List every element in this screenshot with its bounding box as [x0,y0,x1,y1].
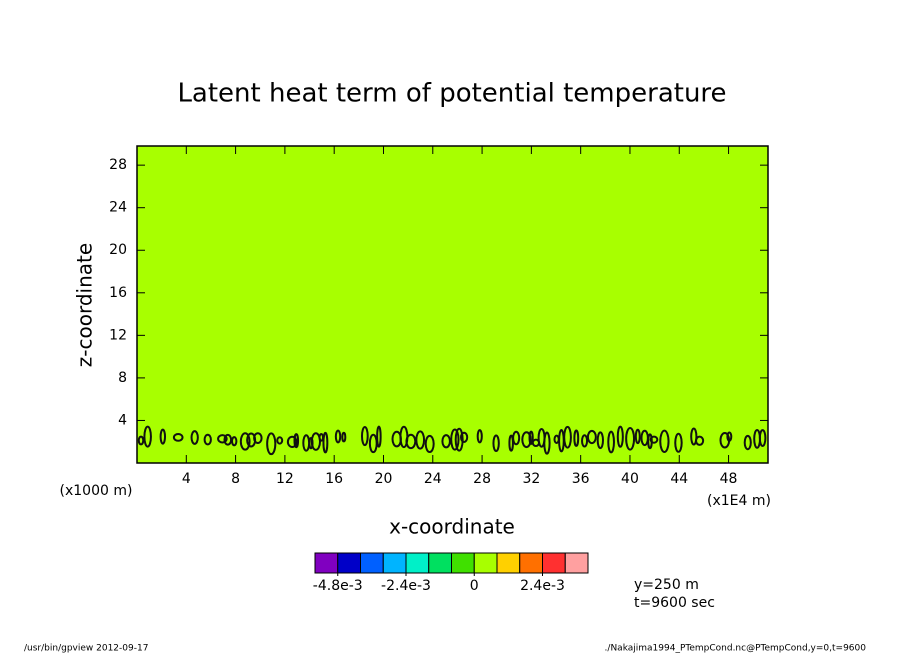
colorbar-box [428,552,452,574]
contour-line [253,432,263,445]
contour-line [743,434,752,451]
colorbar-box [337,552,361,574]
y-tick-label: 4 [118,412,127,428]
x-tick-label: 16 [325,471,343,487]
y-tick-label: 28 [109,157,127,173]
contour-line [341,431,347,443]
colorbar-box [451,552,475,574]
contour-line [625,426,636,451]
x-tick-label: 20 [375,471,393,487]
contour-line [460,431,469,443]
x-tick-label: 32 [522,471,540,487]
contour-line [159,428,167,445]
x-unit: (x1E4 m) [707,493,771,509]
contour-line [695,435,705,446]
contour-line [231,436,238,447]
contour-line [758,429,767,447]
annotation: y=250 m [634,577,699,593]
colorbar-box [564,552,589,574]
field-fill [137,146,768,463]
contour-line [276,436,284,445]
contour-line [143,425,152,448]
contour-line [450,428,460,451]
contour-line [360,426,369,447]
contour-line [543,431,551,455]
contour-line [266,432,277,456]
colorbar-box [314,552,339,574]
colorbar-box [519,552,543,574]
x-tick-label: 8 [231,471,240,487]
contour-line [586,429,597,445]
contour-line [492,434,500,453]
contour-line [223,433,233,446]
contour-line [190,430,199,445]
contour-line [203,433,212,446]
colorbar-label: 0 [470,578,479,594]
contour-line [563,425,572,449]
contour-line [334,429,342,444]
contour-line [376,425,382,448]
contour-line [581,434,589,448]
contour-line [508,434,514,452]
contour-line [293,433,300,449]
contour-line [172,433,184,442]
y-tick-label: 8 [118,370,127,386]
footer: ./Nakajima1994_PTempCond.nc@PTempCond,y=… [605,644,867,654]
contour-line [607,430,615,454]
contour-line [616,425,624,448]
contour-line [405,433,417,450]
colorbar-label: -2.4e-3 [381,578,431,594]
y-unit: (x1000 m) [60,483,133,499]
contour-line [674,432,683,453]
contour-line [528,430,534,445]
contour-line [659,429,670,454]
x-tick-label: 28 [473,471,491,487]
colorbar-box [496,552,521,574]
colorbar-label: -4.8e-3 [313,578,363,594]
y-axis-label: z-coordinate [73,243,97,367]
contour-line [415,430,426,450]
contour-line [726,431,733,442]
y-tick-label: 24 [109,200,127,216]
contour-line [239,432,251,451]
contour-line [573,429,580,447]
colorbar-box [382,552,407,574]
colorbar-box [360,552,384,574]
chart-title: Latent heat term of potential temperatur… [177,79,726,109]
x-axis-label: x-coordinate [389,515,515,539]
contour-line [690,427,698,446]
contour-line [512,430,521,446]
contour-line [441,434,451,449]
footer: /usr/bin/gpview 2012-09-17 [24,644,148,654]
colorbar-box [542,552,566,574]
x-tick-label: 24 [424,471,442,487]
colorbar-box [473,552,498,574]
contour-line [521,431,532,449]
y-tick-label: 16 [109,285,127,301]
contour-line [649,435,659,444]
x-tick-label: 36 [572,471,590,487]
contour-line [286,435,298,449]
contour-line [217,434,228,444]
x-tick-label: 40 [621,471,639,487]
x-tick-label: 44 [670,471,688,487]
contour-line [310,432,322,451]
colorbar-box [405,552,430,574]
x-tick-label: 48 [720,471,738,487]
y-tick-label: 12 [109,327,127,343]
x-tick-label: 4 [182,471,191,487]
contour-line [476,429,483,444]
contour-line [322,431,329,454]
contour-line [424,434,435,454]
contour-line [634,428,641,445]
plot-frame [136,145,769,464]
y-tick-label: 20 [109,242,127,258]
colorbar-label: 2.4e-3 [520,578,565,594]
annotation: t=9600 sec [634,595,715,611]
contour-line [596,431,604,450]
contour-line [137,435,145,446]
x-tick-label: 12 [276,471,294,487]
contour-line [454,427,464,452]
